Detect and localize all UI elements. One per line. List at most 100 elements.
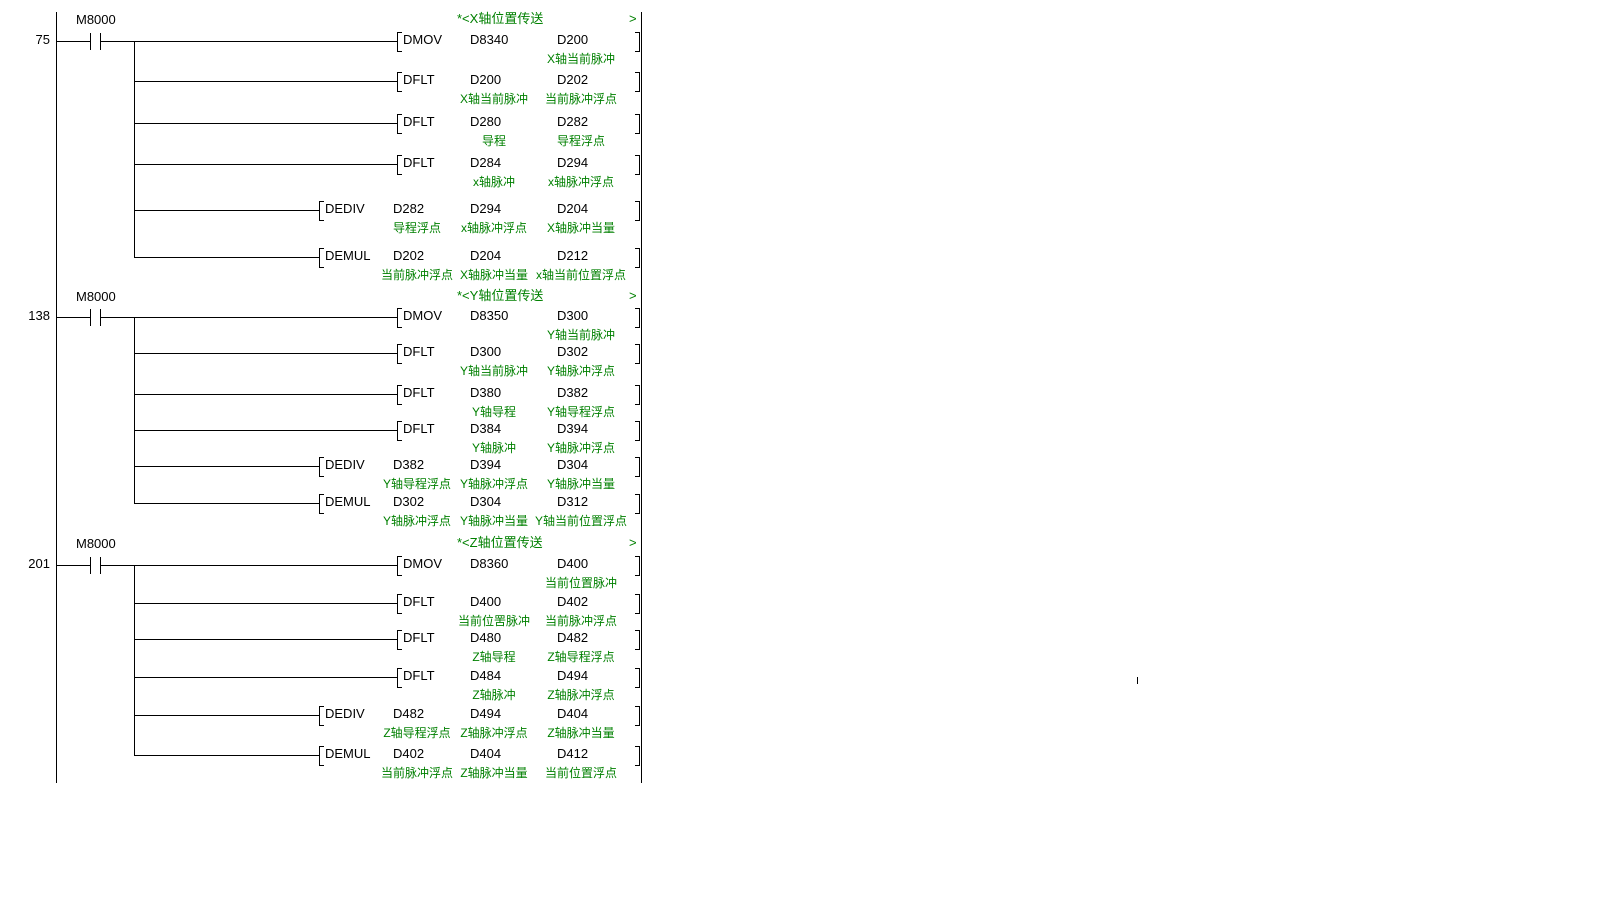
wire — [57, 317, 90, 318]
instruction-mnemonic[interactable]: DFLT — [403, 385, 435, 400]
wire — [134, 565, 397, 566]
device-comment: Y轴导程浮点 — [546, 405, 616, 419]
operand[interactable]: D8340 — [470, 32, 509, 47]
device-comment: x轴当前位置浮点 — [535, 268, 627, 282]
device-comment: Y轴脉冲 — [471, 441, 517, 455]
device-comment: Z轴导程浮点 — [547, 650, 615, 664]
operand[interactable]: D302 — [557, 344, 589, 359]
instruction-left-bracket — [397, 421, 402, 441]
instruction-mnemonic[interactable]: DMOV — [403, 556, 442, 571]
operand[interactable]: D482 — [557, 630, 589, 645]
instruction-left-bracket — [397, 155, 402, 175]
wire — [134, 715, 319, 716]
operand[interactable]: D382 — [393, 457, 425, 472]
instruction-mnemonic[interactable]: DEDIV — [325, 457, 365, 472]
rung-comment-end: > — [629, 535, 637, 550]
operand[interactable]: D412 — [557, 746, 589, 761]
left-power-rail — [56, 12, 57, 783]
instruction-mnemonic[interactable]: DFLT — [403, 344, 435, 359]
operand[interactable]: D494 — [557, 668, 589, 683]
instruction-mnemonic[interactable]: DFLT — [403, 72, 435, 87]
operand[interactable]: D380 — [470, 385, 502, 400]
operand[interactable]: D402 — [393, 746, 425, 761]
operand[interactable]: D400 — [557, 556, 589, 571]
instruction-mnemonic[interactable]: DEMUL — [325, 248, 371, 263]
instruction-mnemonic[interactable]: DEDIV — [325, 706, 365, 721]
operand[interactable]: D482 — [393, 706, 425, 721]
instruction-mnemonic[interactable]: DFLT — [403, 594, 435, 609]
instruction-mnemonic[interactable]: DMOV — [403, 32, 442, 47]
operand[interactable]: D202 — [557, 72, 589, 87]
operand[interactable]: D394 — [557, 421, 589, 436]
operand[interactable]: D402 — [557, 594, 589, 609]
wire — [134, 210, 319, 211]
operand[interactable]: D404 — [557, 706, 589, 721]
wire — [134, 603, 397, 604]
wire — [101, 317, 134, 318]
operand[interactable]: D300 — [470, 344, 502, 359]
instruction-right-bracket — [635, 421, 640, 441]
operand[interactable]: D202 — [393, 248, 425, 263]
instruction-mnemonic[interactable]: DEMUL — [325, 746, 371, 761]
operand[interactable]: D480 — [470, 630, 502, 645]
operand[interactable]: D300 — [557, 308, 589, 323]
device-comment: 当前位置浮点 — [544, 766, 618, 780]
contact-no-right — [100, 33, 101, 50]
instruction-right-bracket — [635, 32, 640, 52]
instruction-mnemonic[interactable]: DFLT — [403, 421, 435, 436]
operand[interactable]: D304 — [470, 494, 502, 509]
operand[interactable]: D8350 — [470, 308, 509, 323]
operand[interactable]: D404 — [470, 746, 502, 761]
operand[interactable]: D200 — [470, 72, 502, 87]
instruction-left-bracket — [319, 248, 324, 268]
instruction-mnemonic[interactable]: DEMUL — [325, 494, 371, 509]
device-comment: 当前脉冲浮点 — [544, 92, 618, 106]
instruction-left-bracket — [397, 668, 402, 688]
device-comment: 当前位罟脉冲 — [457, 614, 531, 628]
operand[interactable]: D384 — [470, 421, 502, 436]
wire — [134, 317, 397, 318]
device-comment: Y轴当前脉冲 — [546, 328, 616, 342]
instruction-mnemonic[interactable]: DMOV — [403, 308, 442, 323]
operand[interactable]: D494 — [470, 706, 502, 721]
instruction-right-bracket — [635, 594, 640, 614]
contact-label: M8000 — [76, 289, 116, 304]
operand[interactable]: D312 — [557, 494, 589, 509]
instruction-mnemonic[interactable]: DFLT — [403, 630, 435, 645]
operand[interactable]: D400 — [470, 594, 502, 609]
operand[interactable]: D282 — [557, 114, 589, 129]
operand[interactable]: D484 — [470, 668, 502, 683]
right-power-rail — [641, 12, 642, 783]
operand[interactable]: D204 — [470, 248, 502, 263]
instruction-right-bracket — [635, 385, 640, 405]
operand[interactable]: D302 — [393, 494, 425, 509]
instruction-mnemonic[interactable]: DFLT — [403, 114, 435, 129]
device-comment: Z轴导程 — [472, 650, 516, 664]
device-comment: X轴当前脉冲 — [546, 52, 616, 66]
operand[interactable]: D212 — [557, 248, 589, 263]
device-comment: Y轴脉冲浮点 — [546, 441, 616, 455]
operand[interactable]: D8360 — [470, 556, 509, 571]
device-comment: 导程浮点 — [392, 221, 442, 235]
instruction-mnemonic[interactable]: DEDIV — [325, 201, 365, 216]
operand[interactable]: D304 — [557, 457, 589, 472]
device-comment: Y轴导程 — [471, 405, 517, 419]
operand[interactable]: D284 — [470, 155, 502, 170]
operand[interactable]: D200 — [557, 32, 589, 47]
operand[interactable]: D382 — [557, 385, 589, 400]
instruction-right-bracket — [635, 668, 640, 688]
operand[interactable]: D294 — [470, 201, 502, 216]
branch-wire — [134, 41, 135, 258]
operand[interactable]: D294 — [557, 155, 589, 170]
contact-no-right — [100, 309, 101, 326]
operand[interactable]: D280 — [470, 114, 502, 129]
wire — [134, 503, 319, 504]
operand[interactable]: D394 — [470, 457, 502, 472]
instruction-mnemonic[interactable]: DFLT — [403, 668, 435, 683]
instruction-right-bracket — [635, 630, 640, 650]
operand[interactable]: D282 — [393, 201, 425, 216]
instruction-mnemonic[interactable]: DFLT — [403, 155, 435, 170]
wire — [134, 677, 397, 678]
instruction-right-bracket — [635, 556, 640, 576]
operand[interactable]: D204 — [557, 201, 589, 216]
